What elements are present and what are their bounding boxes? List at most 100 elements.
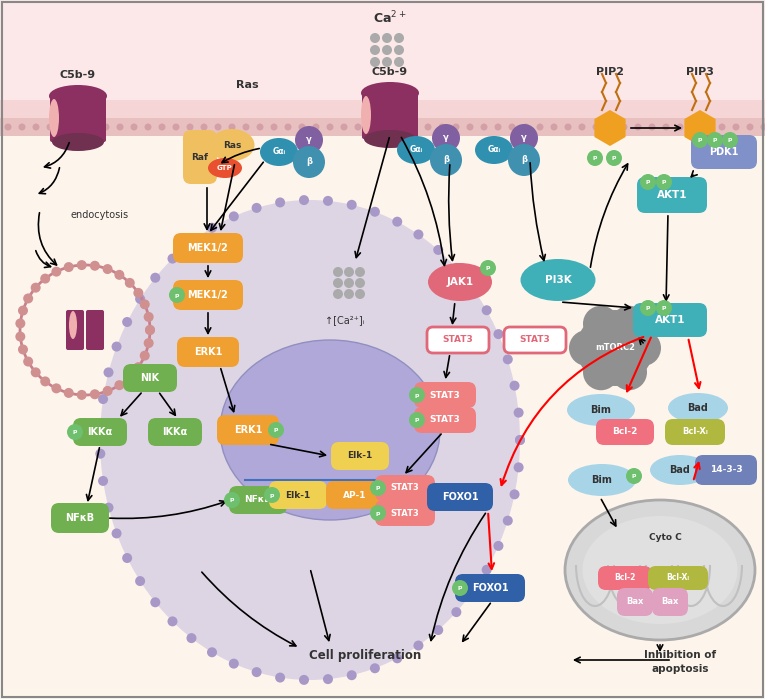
Text: p: p <box>486 266 490 271</box>
Circle shape <box>51 383 61 394</box>
Text: p: p <box>230 498 234 503</box>
Circle shape <box>467 283 477 293</box>
Text: PDK1: PDK1 <box>709 147 739 157</box>
Circle shape <box>144 312 154 322</box>
Text: IKKα: IKKα <box>162 427 187 437</box>
Ellipse shape <box>475 136 513 164</box>
Circle shape <box>145 325 155 335</box>
Circle shape <box>452 580 468 596</box>
Text: Bcl-Xₗ: Bcl-Xₗ <box>666 573 689 582</box>
Circle shape <box>508 144 540 176</box>
FancyBboxPatch shape <box>173 233 243 263</box>
FancyBboxPatch shape <box>633 303 707 337</box>
Circle shape <box>103 264 112 274</box>
FancyBboxPatch shape <box>596 419 654 445</box>
Circle shape <box>327 124 334 131</box>
Circle shape <box>125 372 135 382</box>
FancyBboxPatch shape <box>123 364 177 392</box>
Circle shape <box>611 305 647 342</box>
Circle shape <box>409 412 425 428</box>
Circle shape <box>112 528 122 538</box>
Circle shape <box>494 124 502 131</box>
Text: Cyto C: Cyto C <box>649 533 682 542</box>
FancyBboxPatch shape <box>66 310 84 350</box>
Text: β: β <box>306 157 312 166</box>
Circle shape <box>135 576 145 586</box>
Ellipse shape <box>361 96 371 134</box>
Circle shape <box>298 124 305 131</box>
Circle shape <box>438 124 445 131</box>
Circle shape <box>140 299 150 310</box>
Bar <box>0 118 765 136</box>
Circle shape <box>67 424 83 440</box>
Circle shape <box>340 124 347 131</box>
Circle shape <box>144 338 154 348</box>
Circle shape <box>577 310 653 386</box>
Circle shape <box>394 45 404 55</box>
Circle shape <box>122 317 132 327</box>
FancyBboxPatch shape <box>375 475 435 501</box>
Text: p: p <box>646 180 650 185</box>
Bar <box>0 0 765 128</box>
Circle shape <box>200 124 207 131</box>
Circle shape <box>382 57 392 67</box>
Circle shape <box>509 381 519 391</box>
FancyBboxPatch shape <box>183 130 217 184</box>
Circle shape <box>90 261 100 271</box>
Polygon shape <box>685 110 715 146</box>
Circle shape <box>31 368 41 377</box>
Circle shape <box>18 305 28 315</box>
Text: Raf: Raf <box>191 152 209 161</box>
Circle shape <box>430 144 462 176</box>
Circle shape <box>293 146 325 178</box>
Circle shape <box>347 670 356 680</box>
Text: 14-3-3: 14-3-3 <box>710 466 742 475</box>
Ellipse shape <box>100 200 520 680</box>
Text: IKKα: IKKα <box>87 427 112 437</box>
Text: γ: γ <box>306 136 312 145</box>
Circle shape <box>150 273 161 282</box>
Circle shape <box>103 124 109 131</box>
Ellipse shape <box>260 138 298 166</box>
Circle shape <box>135 294 145 304</box>
Text: STAT3: STAT3 <box>430 391 461 400</box>
Circle shape <box>593 124 600 131</box>
Circle shape <box>275 672 285 682</box>
Circle shape <box>354 124 362 131</box>
Circle shape <box>133 362 143 372</box>
Text: p: p <box>175 292 179 298</box>
Circle shape <box>187 124 194 131</box>
FancyBboxPatch shape <box>229 486 287 514</box>
Circle shape <box>480 260 496 276</box>
Circle shape <box>172 124 180 131</box>
FancyBboxPatch shape <box>173 280 243 310</box>
Circle shape <box>515 435 525 445</box>
Text: mTORC2: mTORC2 <box>595 343 635 352</box>
Circle shape <box>333 267 343 277</box>
Circle shape <box>369 124 376 131</box>
Circle shape <box>115 380 125 390</box>
Circle shape <box>18 345 28 354</box>
Circle shape <box>23 294 33 303</box>
Circle shape <box>620 124 627 131</box>
Text: STAT3: STAT3 <box>443 336 474 345</box>
Circle shape <box>323 196 333 206</box>
Text: p: p <box>612 155 616 161</box>
Circle shape <box>145 124 151 131</box>
Circle shape <box>60 124 67 131</box>
Circle shape <box>382 45 392 55</box>
Bar <box>0 100 765 118</box>
Circle shape <box>691 124 698 131</box>
FancyBboxPatch shape <box>380 91 400 139</box>
Circle shape <box>467 124 474 131</box>
Circle shape <box>370 207 380 217</box>
Text: Cell proliferation: Cell proliferation <box>309 649 421 663</box>
Circle shape <box>243 124 249 131</box>
FancyBboxPatch shape <box>326 481 384 509</box>
Circle shape <box>63 262 73 272</box>
Circle shape <box>133 288 143 298</box>
Circle shape <box>747 124 754 131</box>
Text: Ras: Ras <box>236 80 259 90</box>
Text: PIP3: PIP3 <box>686 67 714 77</box>
FancyBboxPatch shape <box>51 503 109 533</box>
